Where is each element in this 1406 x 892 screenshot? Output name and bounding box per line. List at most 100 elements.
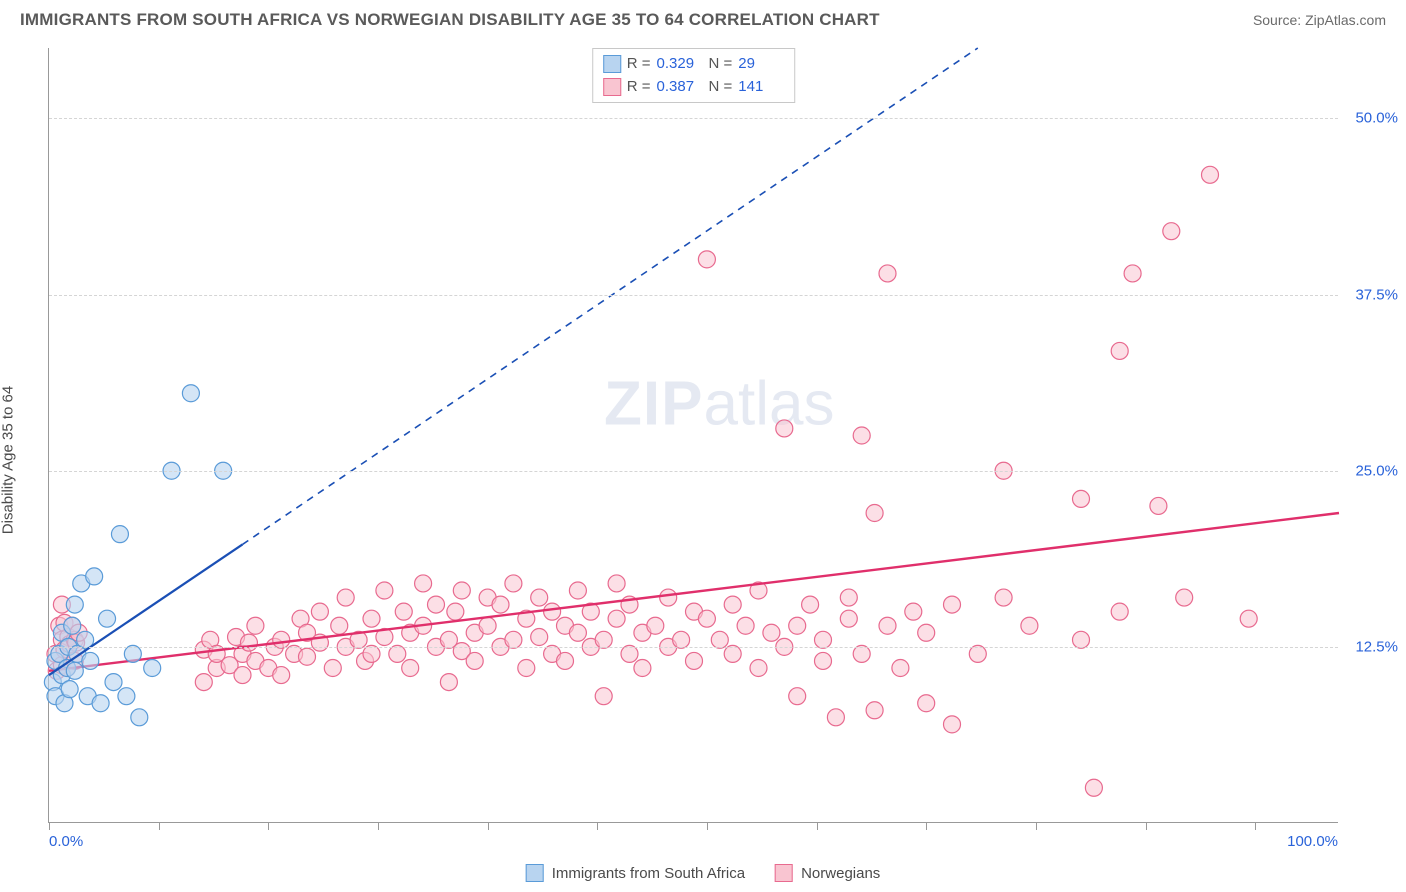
x-tick [926, 822, 927, 830]
data-point [1111, 603, 1128, 620]
x-tick [1036, 822, 1037, 830]
x-tick [159, 822, 160, 830]
data-point [905, 603, 922, 620]
gridline [49, 295, 1338, 296]
data-point [879, 617, 896, 634]
data-point [569, 582, 586, 599]
data-point [724, 596, 741, 613]
data-point [840, 610, 857, 627]
legend-label: Norwegians [801, 865, 880, 882]
data-point [763, 624, 780, 641]
data-point [866, 702, 883, 719]
x-tick [378, 822, 379, 830]
y-axis-label: Disability Age 35 to 64 [0, 386, 17, 534]
data-point [1124, 265, 1141, 282]
data-point [86, 568, 103, 585]
data-point [1202, 166, 1219, 183]
source-name: ZipAtlas.com [1305, 12, 1386, 28]
data-point [802, 596, 819, 613]
x-tick-label: 0.0% [49, 833, 83, 850]
data-point [273, 667, 290, 684]
x-tick [597, 822, 598, 830]
data-point [376, 582, 393, 599]
data-point [815, 631, 832, 648]
gridline [49, 118, 1338, 119]
n-label-2: N = [709, 76, 733, 99]
data-point [647, 617, 664, 634]
data-point [1085, 779, 1102, 796]
data-point [111, 526, 128, 543]
data-point [853, 427, 870, 444]
data-point [131, 709, 148, 726]
legend-stats-row-1: R = 0.329 N = 29 [603, 53, 785, 76]
y-tick-label: 50.0% [1343, 110, 1398, 127]
data-point [273, 631, 290, 648]
data-point [453, 582, 470, 599]
data-point [1176, 589, 1193, 606]
legend-swatch-icon [775, 864, 793, 882]
data-point [124, 645, 141, 662]
data-point [234, 667, 251, 684]
swatch-norwegians-icon [603, 78, 621, 96]
data-point [544, 603, 561, 620]
data-point [505, 575, 522, 592]
n-value-1: 29 [738, 53, 784, 76]
source-attribution: Source: ZipAtlas.com [1253, 12, 1386, 28]
data-point [1150, 497, 1167, 514]
r-label-2: R = [627, 76, 651, 99]
x-tick [1255, 822, 1256, 830]
data-point [447, 603, 464, 620]
data-point [466, 652, 483, 669]
y-tick-label: 25.0% [1343, 462, 1398, 479]
data-point [363, 645, 380, 662]
data-point [195, 674, 212, 691]
data-point [440, 674, 457, 691]
legend-label: Immigrants from South Africa [552, 865, 745, 882]
legend-swatch-icon [526, 864, 544, 882]
n-label-1: N = [709, 53, 733, 76]
data-point [99, 610, 116, 627]
data-point [776, 420, 793, 437]
data-point [595, 631, 612, 648]
data-point [840, 589, 857, 606]
legend-item: Norwegians [775, 864, 880, 882]
gridline [49, 471, 1338, 472]
data-point [337, 589, 354, 606]
data-point [505, 631, 522, 648]
data-point [324, 660, 341, 677]
chart-header: IMMIGRANTS FROM SOUTH AFRICA VS NORWEGIA… [0, 0, 1406, 36]
data-point [879, 265, 896, 282]
data-point [428, 596, 445, 613]
data-point [66, 662, 83, 679]
data-point [311, 603, 328, 620]
x-tick [488, 822, 489, 830]
data-point [240, 634, 257, 651]
x-tick [268, 822, 269, 830]
data-point [608, 610, 625, 627]
legend-stats-box: R = 0.329 N = 29 R = 0.387 N = 141 [592, 48, 796, 103]
data-point [1163, 223, 1180, 240]
x-tick [707, 822, 708, 830]
data-point [363, 610, 380, 627]
data-point [634, 660, 651, 677]
data-point [92, 695, 109, 712]
data-point [673, 631, 690, 648]
data-point [866, 505, 883, 522]
data-point [892, 660, 909, 677]
r-value-2: 0.387 [657, 76, 703, 99]
data-point [61, 681, 78, 698]
legend-item: Immigrants from South Africa [526, 864, 745, 882]
data-point [395, 603, 412, 620]
x-tick-label: 100.0% [1287, 833, 1338, 850]
data-point [686, 652, 703, 669]
x-tick [1146, 822, 1147, 830]
data-point [531, 589, 548, 606]
data-point [331, 617, 348, 634]
data-point [815, 652, 832, 669]
data-point [118, 688, 135, 705]
data-point [182, 385, 199, 402]
data-point [1240, 610, 1257, 627]
data-point [1073, 631, 1090, 648]
gridline [49, 647, 1338, 648]
data-point [660, 589, 677, 606]
